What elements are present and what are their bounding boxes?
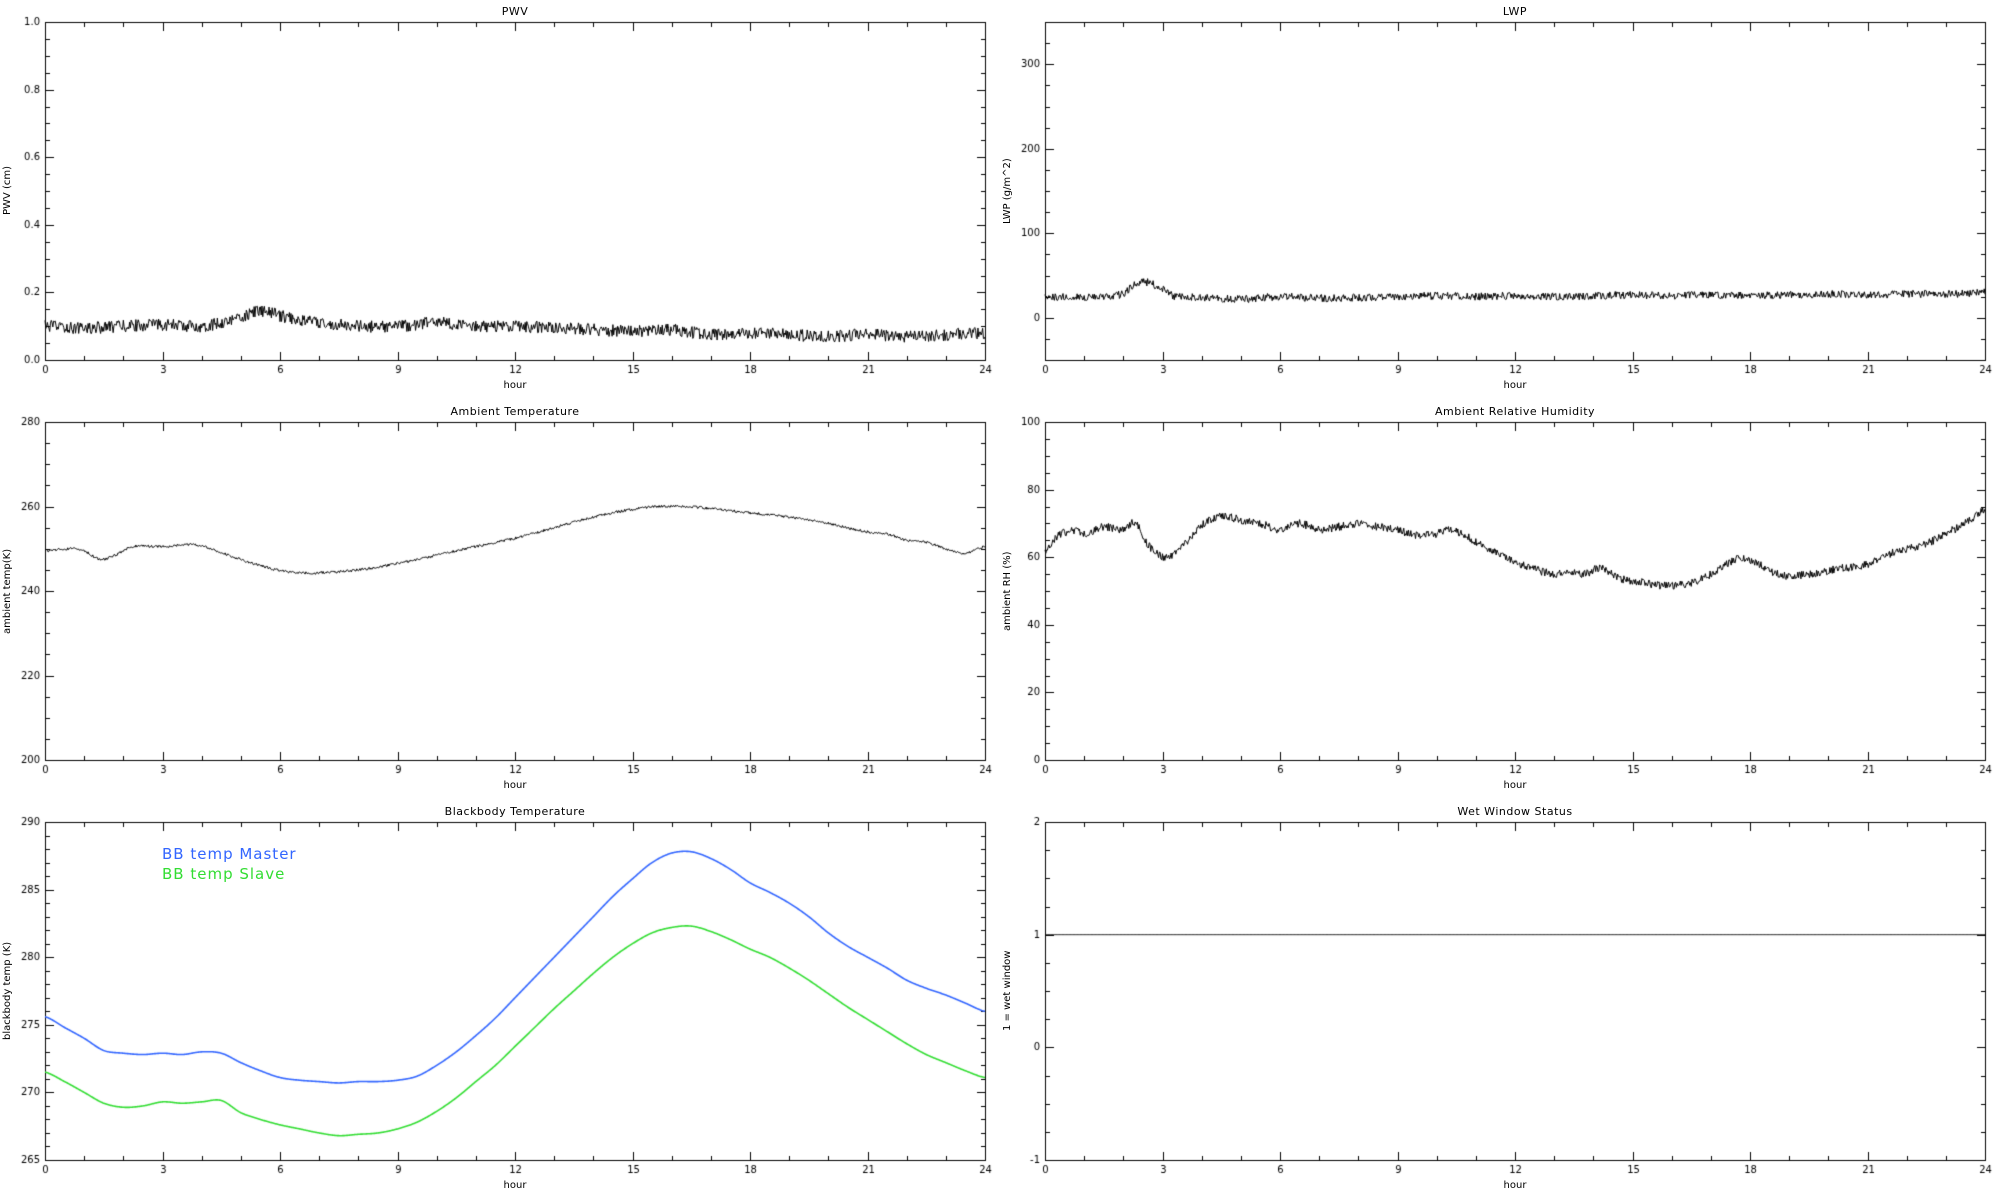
ambient-temperature-x-axis-label: hour — [503, 780, 527, 791]
blackbody-temperature-plot-canvas — [0, 800, 1000, 1200]
ambient-rh-x-axis-label: hour — [1503, 780, 1527, 791]
ambient-rh-plot-canvas — [1000, 400, 2000, 800]
pwv-x-axis-label: hour — [503, 380, 527, 391]
blackbody-temperature-y-axis-label: blackbody temp (K) — [2, 941, 13, 1041]
ambient-temperature-chart-panel: Ambient Temperature ambient temp(K) hour — [0, 400, 1000, 800]
wet-window-status-y-axis-label: 1 = wet window — [1002, 950, 1013, 1032]
wet-window-status-x-axis-label: hour — [1503, 1180, 1527, 1191]
pwv-plot-canvas — [0, 0, 1000, 400]
lwp-x-axis-label: hour — [1503, 380, 1527, 391]
wet-window-status-chart-panel: Wet Window Status 1 = wet window hour — [1000, 800, 2000, 1200]
lwp-chart-title: LWP — [1502, 5, 1528, 18]
blackbody-temperature-chart-panel: Blackbody Temperature blackbody temp (K)… — [0, 800, 1000, 1200]
legend-entry-bb-master: BB temp Master — [162, 845, 297, 863]
ambient-rh-y-axis-label: ambient RH (%) — [1002, 551, 1013, 631]
pwv-chart-title: PWV — [501, 5, 529, 18]
pwv-chart-panel: PWV PWV (cm) hour — [0, 0, 1000, 400]
lwp-y-axis-label: LWP (g/m^2) — [1002, 158, 1013, 224]
blackbody-legend: BB temp Master BB temp Slave — [162, 844, 297, 884]
wet-window-status-chart-title: Wet Window Status — [1457, 805, 1573, 818]
lwp-chart-panel: LWP LWP (g/m^2) hour — [1000, 0, 2000, 400]
ambient-rh-chart-panel: Ambient Relative Humidity ambient RH (%)… — [1000, 400, 2000, 800]
wet-window-status-plot-canvas — [1000, 800, 2000, 1200]
ambient-temperature-chart-title: Ambient Temperature — [450, 405, 580, 418]
blackbody-temperature-x-axis-label: hour — [503, 1180, 527, 1191]
pwv-y-axis-label: PWV (cm) — [2, 166, 13, 216]
lwp-plot-canvas — [1000, 0, 2000, 400]
legend-entry-bb-slave: BB temp Slave — [162, 865, 286, 883]
ambient-temperature-y-axis-label: ambient temp(K) — [2, 548, 13, 634]
ambient-temperature-plot-canvas — [0, 400, 1000, 800]
blackbody-temperature-chart-title: Blackbody Temperature — [444, 805, 586, 818]
ambient-rh-chart-title: Ambient Relative Humidity — [1434, 405, 1596, 418]
